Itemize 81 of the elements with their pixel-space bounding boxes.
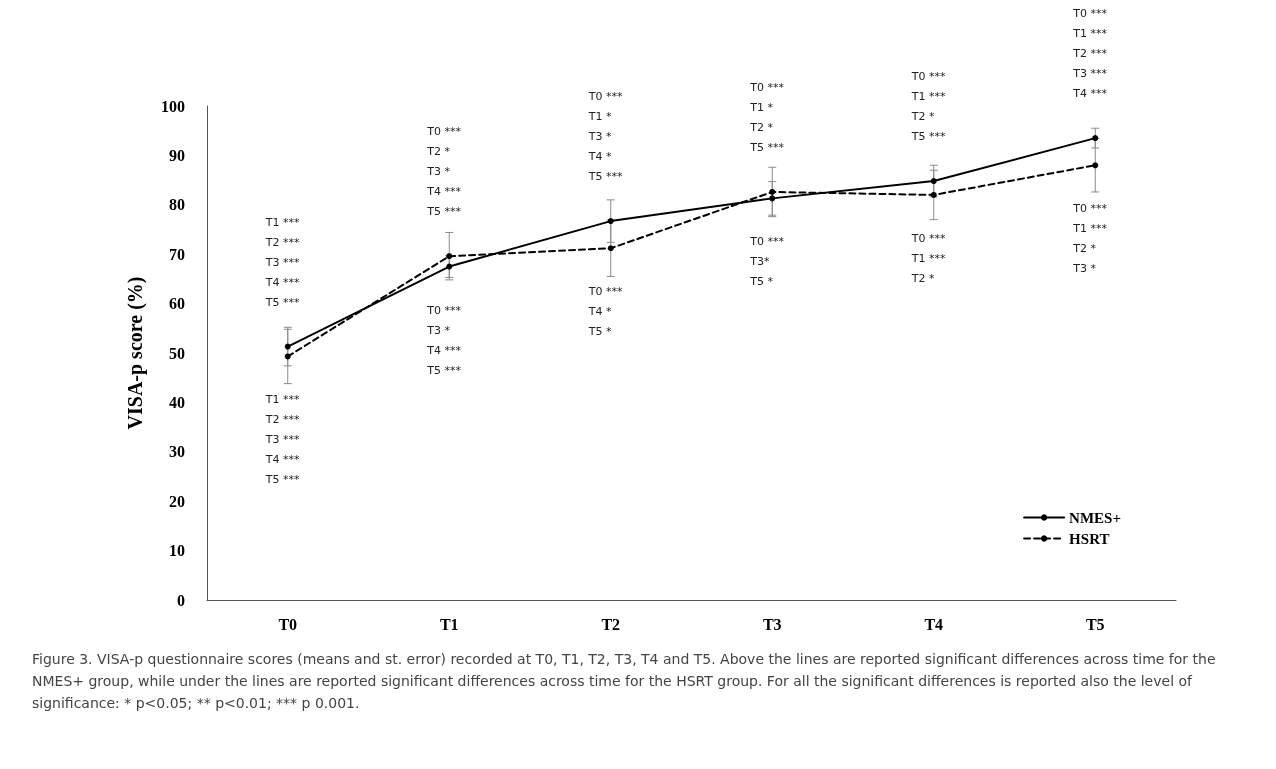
text: T0 *** [911, 69, 946, 86]
annotation: T3 * [1073, 261, 1096, 278]
annotation: T4 * [588, 304, 612, 321]
annotation: T5 * [750, 274, 773, 291]
text: T0 *** [750, 79, 784, 96]
annotation: T5 * [588, 324, 612, 341]
annotation: T2 *** [265, 412, 300, 429]
x-tick-label: T4 [924, 615, 944, 633]
annotation: T1 * [588, 109, 612, 126]
annotation: T4 *** [265, 274, 300, 291]
caption: Figure 3. VISA-p questionnaire scores (means and st. error) recorded at T0, T1, T2, T3, T4 and T5. Above the lines are reported significant differences across time for the NMES+ group, while under the lines are reported significant differences across time for the HSRT group. For all the significant differences is reported also the level of significance: * p<0.05; ** p<0.01; *** p 0.001. [32, 650, 1217, 713]
x-tick-label: T5 [1085, 615, 1105, 633]
text: T0 *** [588, 89, 623, 106]
annotation: T0 *** [427, 124, 461, 141]
point [607, 245, 614, 252]
annotation: T5 *** [265, 472, 300, 489]
annotation: T0 *** [750, 234, 784, 251]
annotation: T4 *** [265, 452, 300, 469]
text: T0 *** [1073, 6, 1107, 23]
x-tick-label: T0 [278, 615, 298, 633]
annotation: T3 *** [265, 432, 300, 449]
annotation: T1 * [750, 99, 773, 116]
point [284, 353, 291, 360]
text: T1 *** [911, 89, 946, 106]
annotation: T5 *** [911, 129, 946, 146]
text: T2 *** [1073, 46, 1107, 63]
point [769, 195, 776, 202]
point [284, 343, 291, 350]
annotation: T5 *** [588, 169, 623, 186]
annotation: T4 *** [427, 184, 461, 201]
y-tick-label: 80 [169, 196, 185, 214]
x-tick-label: T3 [762, 615, 782, 633]
x-tick-label: T1 [439, 615, 459, 633]
annotation: T3* [750, 254, 770, 271]
y-tick-label: 30 [169, 443, 185, 461]
legend-label: HSRT [1069, 530, 1110, 547]
annotation: T3 *** [265, 254, 300, 271]
y-tick-label: 20 [169, 492, 185, 510]
y-tick-label: 40 [169, 393, 185, 411]
point [1092, 162, 1099, 169]
y-tick-label: 10 [169, 542, 185, 560]
annotation: T1 *** [1073, 221, 1107, 238]
annotation: T1 *** [911, 250, 946, 267]
y-tick-label: 100 [161, 97, 185, 115]
y-tick-label: 0 [177, 591, 185, 609]
annotation: T0 *** [911, 230, 946, 247]
point [607, 218, 614, 225]
annotation: T0 *** [1073, 201, 1107, 218]
annotation: T3 * [427, 322, 450, 339]
text: T4 *** [1073, 86, 1107, 103]
y-tick-label: 50 [169, 344, 185, 362]
point [930, 178, 937, 185]
annotation: T2 * [750, 119, 773, 136]
annotation: T4 * [588, 149, 612, 166]
annotation: T3 * [427, 164, 450, 181]
y-tick-label: 70 [169, 245, 185, 263]
text: T1 *** [1073, 26, 1107, 43]
annotation: T0 *** [588, 284, 623, 301]
annotation: T5 *** [750, 139, 784, 156]
point [930, 191, 937, 198]
y-tick-label: 90 [169, 146, 185, 164]
annotation: T1 *** [265, 214, 300, 231]
legend-label: NMES+ [1069, 509, 1122, 526]
annotation: T4 *** [427, 342, 461, 359]
annotation: T5 *** [265, 294, 300, 311]
annotation: T0 *** [427, 302, 461, 319]
point [446, 263, 453, 270]
annotation: T2 * [911, 109, 935, 126]
annotation: T2 * [911, 270, 935, 287]
annotation: T1 *** [265, 392, 300, 409]
y-axis-title: VISA-p score (%) [124, 276, 147, 430]
text: T3 *** [1073, 66, 1107, 83]
y-tick-label: 60 [169, 295, 185, 313]
annotation: T5 *** [427, 204, 461, 221]
annotation: T3 * [588, 129, 612, 146]
annotation: T5 *** [427, 362, 461, 379]
annotation: T2 *** [265, 234, 300, 251]
annotation: T2 * [427, 144, 450, 161]
annotation: T2 * [1073, 241, 1096, 258]
x-tick-label: T2 [601, 615, 621, 633]
point [769, 188, 776, 195]
